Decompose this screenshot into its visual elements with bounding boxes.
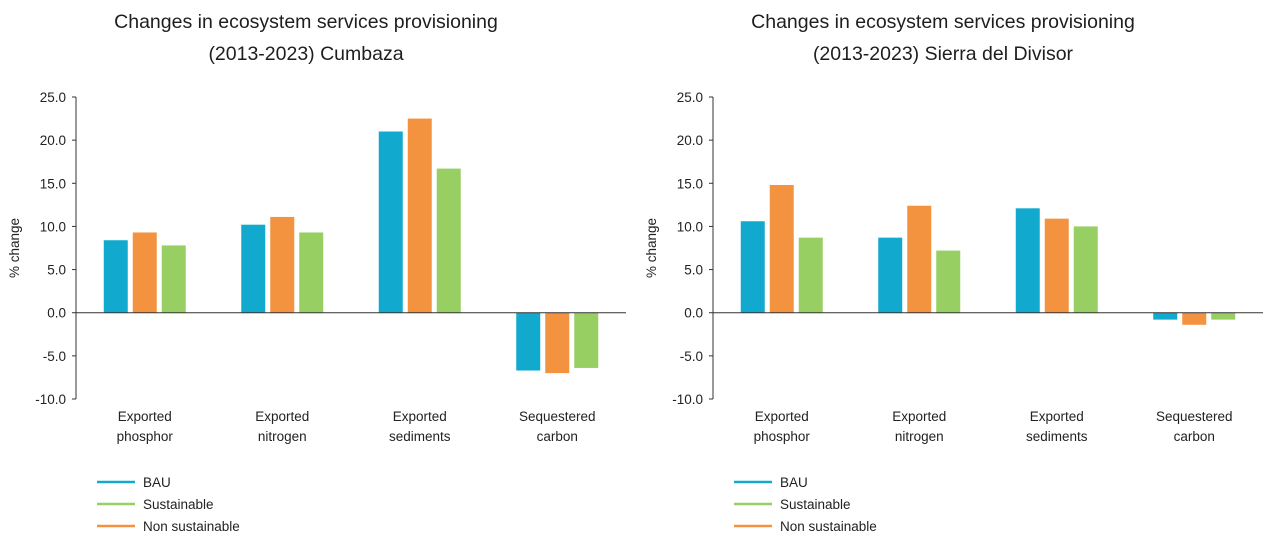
chart-0-category-label: sediments <box>389 429 451 444</box>
chart-1-category-label: sediments <box>1026 429 1088 444</box>
chart-0-bar-sustainable <box>299 232 323 312</box>
chart-1-y-tick-label: 15.0 <box>677 176 703 191</box>
chart-0-y-axis-label: % change <box>7 218 22 278</box>
chart-1-legend-label: Non sustainable <box>780 519 877 534</box>
chart-0-bar-bau <box>104 240 128 312</box>
chart-1-y-tick-label: -5.0 <box>680 349 703 364</box>
chart-1-title-line-1: (2013-2023) Sierra del Divisor <box>813 43 1074 65</box>
chart-0-legend-label: Non sustainable <box>143 519 240 534</box>
chart-1-bar-non-sustainable <box>1182 313 1206 325</box>
chart-0-category-label: phosphor <box>117 429 174 444</box>
chart-0-category-label: Exported <box>255 409 309 424</box>
chart-0-title-line-1: (2013-2023) Cumbaza <box>208 43 403 65</box>
chart-0-bar-bau <box>516 313 540 371</box>
chart-1-category-label: Exported <box>892 409 946 424</box>
chart-cumbaza-svg: Changes in ecosystem services provisioni… <box>0 0 637 537</box>
chart-1-bar-sustainable <box>799 238 823 313</box>
chart-0-y-tick-label: 5.0 <box>47 263 66 278</box>
chart-0-y-tick-label: 0.0 <box>47 306 66 321</box>
chart-1-bar-sustainable <box>936 251 960 313</box>
chart-1-bar-non-sustainable <box>1045 219 1069 313</box>
chart-0-legend-label: BAU <box>143 475 171 490</box>
chart-1-bar-non-sustainable <box>770 185 794 313</box>
chart-1-category-label: Exported <box>755 409 809 424</box>
chart-0-y-tick-label: 10.0 <box>40 219 66 234</box>
chart-1-y-tick-label: 10.0 <box>677 219 703 234</box>
chart-1-bar-sustainable <box>1211 313 1235 320</box>
chart-1-y-axis-label: % change <box>644 218 659 278</box>
chart-1-bar-bau <box>1153 313 1177 320</box>
chart-1-category-label: Exported <box>1030 409 1084 424</box>
chart-0-y-tick-label: 15.0 <box>40 176 66 191</box>
chart-0-category-label: nitrogen <box>258 429 307 444</box>
chart-0-category-label: carbon <box>537 429 578 444</box>
chart-0-bar-bau <box>379 132 403 313</box>
chart-1-y-tick-label: 0.0 <box>684 306 703 321</box>
chart-0-y-tick-label: 25.0 <box>40 90 66 105</box>
chart-0-category-label: Exported <box>393 409 447 424</box>
chart-1-legend-label: Sustainable <box>780 497 851 512</box>
chart-1-bar-bau <box>741 221 765 312</box>
chart-cumbaza: Changes in ecosystem services provisioni… <box>0 0 637 537</box>
chart-1-y-tick-label: 20.0 <box>677 133 703 148</box>
chart-0-bar-non-sustainable <box>270 217 294 313</box>
chart-0-bar-sustainable <box>574 313 598 368</box>
chart-0-bar-sustainable <box>162 245 186 312</box>
chart-1-category-label: Sequestered <box>1156 409 1233 424</box>
chart-1-bar-bau <box>1016 208 1040 312</box>
chart-1-bar-non-sustainable <box>907 206 931 313</box>
chart-0-y-tick-label: -10.0 <box>35 392 66 407</box>
chart-1-bar-sustainable <box>1074 226 1098 312</box>
chart-1-y-tick-label: 25.0 <box>677 90 703 105</box>
chart-sierra-del-divisor: Changes in ecosystem services provisioni… <box>637 0 1274 537</box>
chart-1-y-tick-label: 5.0 <box>684 263 703 278</box>
chart-0-bar-sustainable <box>437 169 461 313</box>
chart-1-bar-bau <box>878 238 902 313</box>
chart-1-y-tick-label: -10.0 <box>672 392 703 407</box>
chart-0-bar-non-sustainable <box>408 119 432 313</box>
chart-sierra-del-divisor-svg: Changes in ecosystem services provisioni… <box>637 0 1274 537</box>
chart-1-category-label: carbon <box>1174 429 1215 444</box>
chart-0-y-tick-label: -5.0 <box>43 349 66 364</box>
chart-1-category-label: phosphor <box>754 429 811 444</box>
chart-1-category-label: nitrogen <box>895 429 944 444</box>
chart-1-title-line-0: Changes in ecosystem services provisioni… <box>751 11 1135 33</box>
chart-0-category-label: Exported <box>118 409 172 424</box>
chart-0-legend-label: Sustainable <box>143 497 214 512</box>
chart-0-bar-bau <box>241 225 265 313</box>
chart-0-bar-non-sustainable <box>133 232 157 312</box>
chart-0-category-label: Sequestered <box>519 409 596 424</box>
chart-0-title-line-0: Changes in ecosystem services provisioni… <box>114 11 498 33</box>
chart-0-bar-non-sustainable <box>545 313 569 373</box>
chart-1-legend-label: BAU <box>780 475 808 490</box>
chart-0-y-tick-label: 20.0 <box>40 133 66 148</box>
